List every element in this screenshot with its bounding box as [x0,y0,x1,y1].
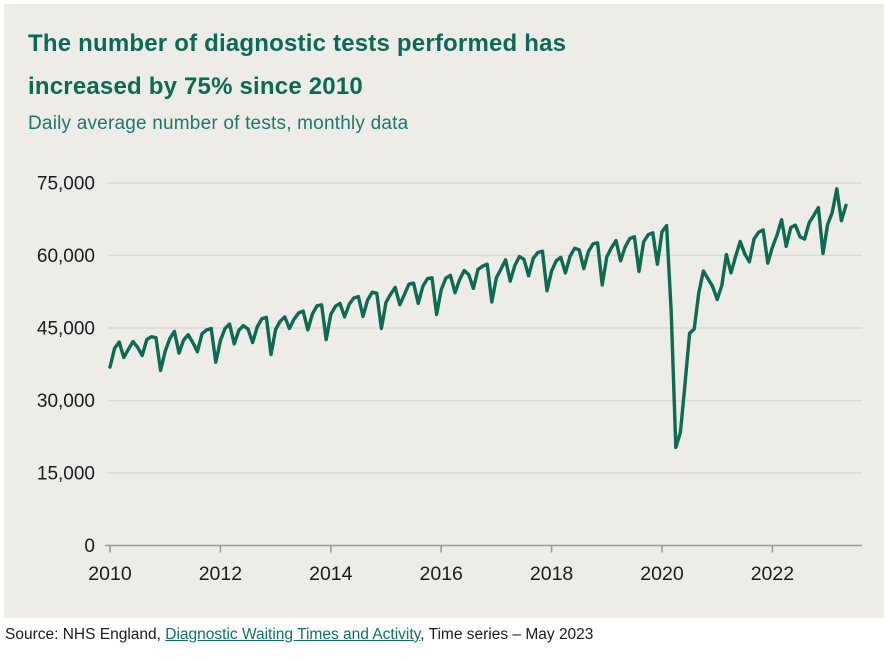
x-axis-tick-label: 2022 [751,563,794,585]
x-axis-tick-label: 2020 [640,563,684,585]
y-axis-tick-label: 30,000 [37,391,95,412]
chart-subtitle: Daily average number of tests, monthly d… [28,113,409,134]
y-axis-tick-label: 0 [84,536,95,557]
source-suffix: , Time series – May 2023 [420,626,594,643]
data-line-diagnostic-tests [108,187,848,450]
source-line: Source: NHS England, Diagnostic Waiting … [5,626,593,644]
y-axis-tick-label: 60,000 [37,246,95,267]
chart-card [4,4,884,618]
x-axis-tick-label: 2016 [420,563,463,585]
chart-title: The number of diagnostic tests performed… [28,30,567,100]
y-axis-tick-label: 75,000 [37,174,95,195]
y-axis-tick-label: 45,000 [37,319,95,340]
source-link[interactable]: Diagnostic Waiting Times and Activity [165,626,421,643]
x-axis-tick-label: 2018 [530,563,573,585]
y-axis-tick-label: 15,000 [37,464,95,485]
x-axis-tick-label: 2010 [88,563,132,585]
source-prefix: Source: NHS England, [5,626,166,643]
chart-svg: 0 15,000 30,000 45,000 60,000 75,000 2010 2012 2… [37,174,862,585]
x-axis-tick-label: 2012 [199,563,242,585]
x-axis-tick-label: 2014 [309,563,353,585]
